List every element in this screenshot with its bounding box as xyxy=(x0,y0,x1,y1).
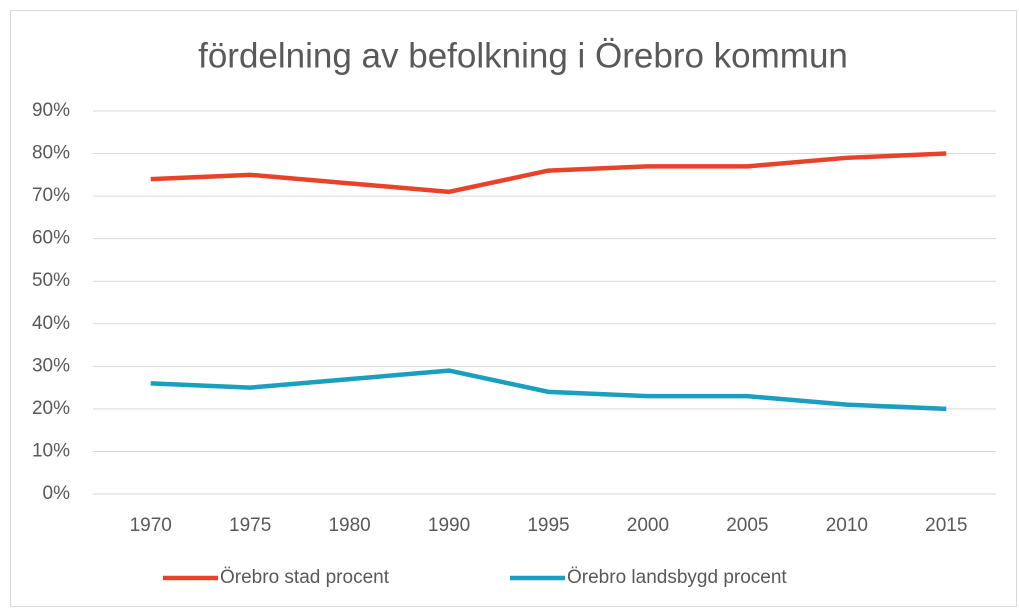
y-tick-label: 30% xyxy=(32,355,70,376)
y-tick-label: 0% xyxy=(43,483,71,504)
chart-border xyxy=(10,10,1017,607)
legend-label: Örebro stad procent xyxy=(220,567,390,588)
y-tick-label: 70% xyxy=(32,185,70,206)
legend-label: Örebro landsbygd procent xyxy=(567,567,787,588)
x-tick-label: 2005 xyxy=(726,515,768,536)
series-line xyxy=(150,368,947,412)
y-tick-label: 90% xyxy=(32,100,70,121)
x-tick-label: 1970 xyxy=(130,515,172,536)
x-tick-label: 2000 xyxy=(627,515,669,536)
x-tick-label: 1980 xyxy=(328,515,370,536)
x-tick-label: 2010 xyxy=(826,515,868,536)
y-tick-label: 60% xyxy=(32,228,70,249)
chart-title: fördelning av befolkning i Örebro kommun xyxy=(198,36,848,75)
x-tick-label: 1990 xyxy=(428,515,470,536)
y-tick-label: 80% xyxy=(32,143,70,164)
y-tick-label: 50% xyxy=(32,270,70,291)
y-tick-label: 20% xyxy=(32,398,70,419)
x-tick-label: 1995 xyxy=(527,515,569,536)
x-tick-label: 1975 xyxy=(229,515,271,536)
x-tick-label: 2015 xyxy=(925,515,967,536)
y-tick-label: 40% xyxy=(32,313,70,334)
y-tick-label: 10% xyxy=(32,440,70,461)
series-line xyxy=(150,151,947,195)
